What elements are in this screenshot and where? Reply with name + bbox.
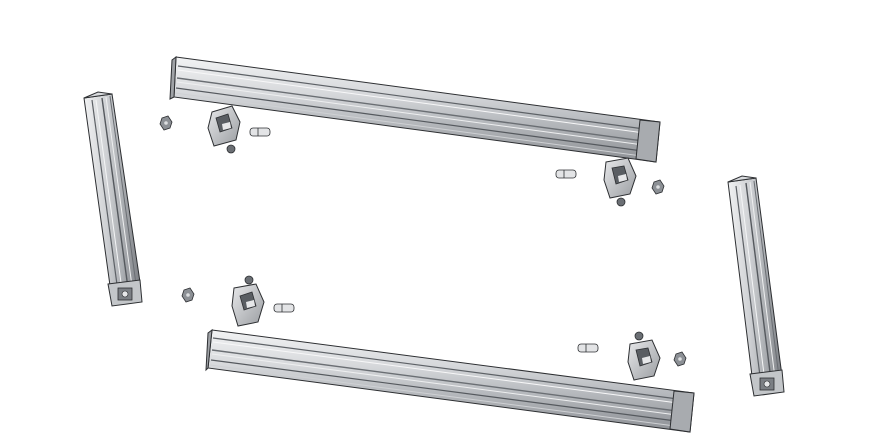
post-right xyxy=(727,175,785,397)
nut-bottom-left xyxy=(181,287,195,303)
rail-bottom xyxy=(205,328,695,433)
pin-bottom-left xyxy=(273,303,295,313)
post-left xyxy=(83,91,143,307)
pin-top-right xyxy=(555,169,577,179)
pin-top-left xyxy=(249,127,271,137)
nut-bottom-right xyxy=(673,351,687,367)
bracket-top-left xyxy=(207,105,241,154)
bracket-top-right xyxy=(603,157,637,207)
nut-top-right xyxy=(651,179,665,195)
nut-top-left xyxy=(159,115,173,131)
rail-top xyxy=(169,55,661,163)
pin-bottom-right xyxy=(577,343,599,353)
bracket-bottom-right xyxy=(627,331,661,381)
bracket-bottom-left xyxy=(231,275,265,327)
